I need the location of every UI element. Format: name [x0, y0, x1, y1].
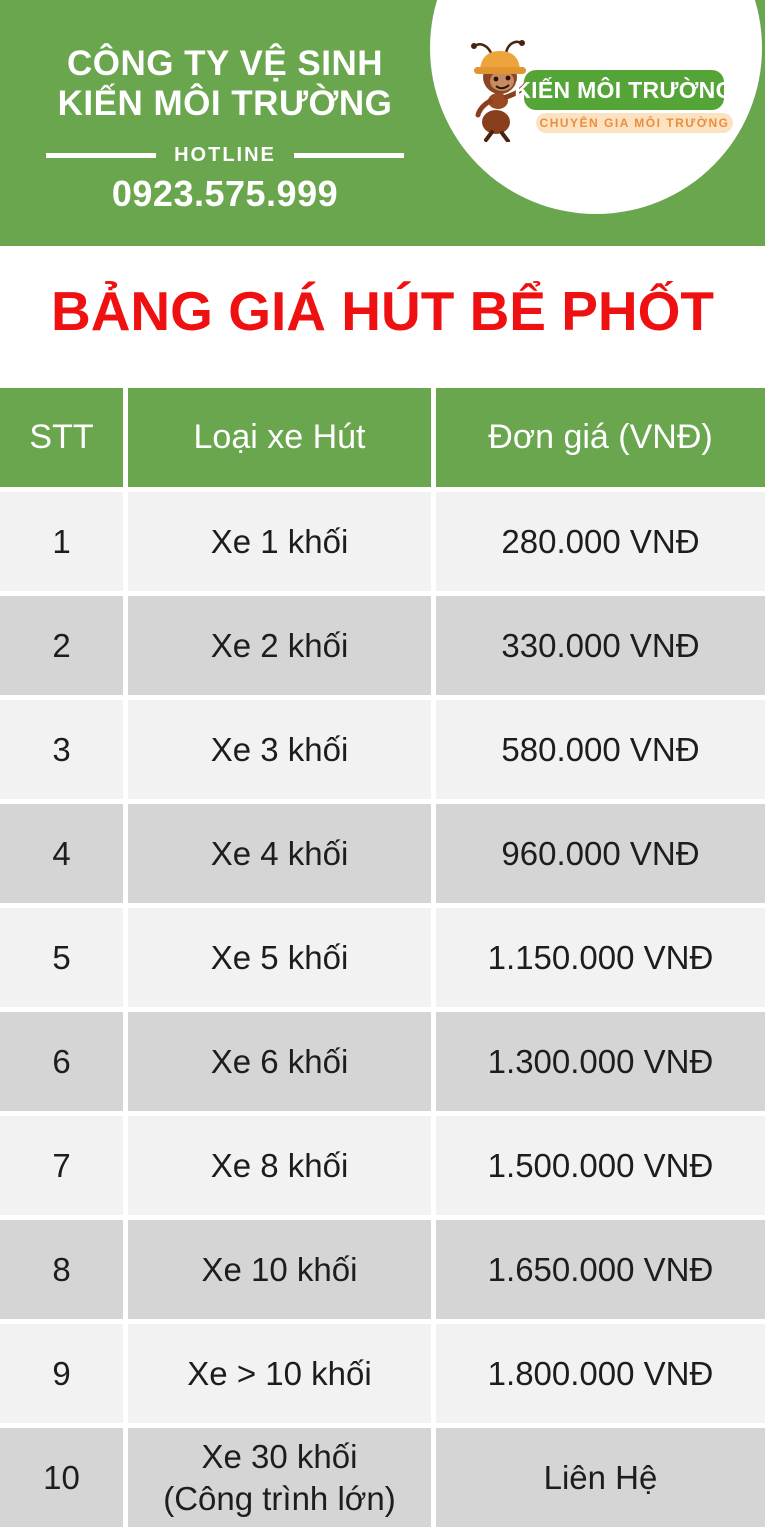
cell-price: 280.000 VNĐ [436, 492, 765, 591]
company-block: CÔNG TY VỆ SINH KIẾN MÔI TRƯỜNG HOTLINE … [0, 0, 450, 246]
cell-price: 960.000 VNĐ [436, 804, 765, 903]
cell-vehicle-type: Xe 6 khối [128, 1012, 431, 1111]
cell-stt: 1 [0, 492, 123, 591]
ant-mascot-icon [471, 40, 533, 142]
page-title: BẢNG GIÁ HÚT BỂ PHỐT [50, 280, 715, 342]
cell-price: 1.500.000 VNĐ [436, 1116, 765, 1215]
cell-stt: 2 [0, 596, 123, 695]
company-name-line2: KIẾN MÔI TRƯỜNG [57, 84, 393, 123]
cell-vehicle-type: Xe 4 khối [128, 804, 431, 903]
cell-vehicle-type: Xe 3 khối [128, 700, 431, 799]
cell-price: 330.000 VNĐ [436, 596, 765, 695]
cell-stt: 10 [0, 1428, 123, 1527]
column-header-stt: STT [0, 388, 123, 487]
cell-vehicle-type: Xe 2 khối [128, 596, 431, 695]
cell-vehicle-type: Xe 1 khối [128, 492, 431, 591]
cell-price: 1.800.000 VNĐ [436, 1324, 765, 1423]
hotline-right-line [293, 152, 404, 158]
column-header-price: Đơn giá (VNĐ) [436, 388, 765, 487]
cell-stt: 3 [0, 700, 123, 799]
company-name-line1: CÔNG TY VỆ SINH [66, 44, 384, 83]
cell-price: 1.150.000 VNĐ [436, 908, 765, 1007]
cell-stt: 5 [0, 908, 123, 1007]
hotline-left-line [46, 152, 157, 158]
cell-vehicle-type: Xe 10 khối [128, 1220, 431, 1319]
cell-vehicle-type: Xe 5 khối [128, 908, 431, 1007]
cell-stt: 9 [0, 1324, 123, 1423]
column-header-type: Loại xe Hút [128, 388, 431, 487]
cell-stt: 8 [0, 1220, 123, 1319]
cell-vehicle-type: Xe 30 khối (Công trình lớn) [128, 1428, 431, 1527]
cell-price: Liên Hệ [436, 1428, 765, 1527]
cell-price: 580.000 VNĐ [436, 700, 765, 799]
cell-price: 1.650.000 VNĐ [436, 1220, 765, 1319]
hotline-phone-number: 0923.575.999 [111, 173, 339, 214]
cell-stt: 6 [0, 1012, 123, 1111]
cell-vehicle-type: Xe > 10 khối [128, 1324, 431, 1423]
price-table: STT Loại xe Hút Đơn giá (VNĐ) 1 Xe 1 khố… [0, 388, 765, 1527]
hotline-label: HOTLINE [174, 143, 276, 166]
logo-brand-pill: KIẾN MÔI TRƯỜNG [514, 70, 733, 110]
cell-vehicle-type: Xe 8 khối [128, 1116, 431, 1215]
hotline-row: HOTLINE [0, 141, 450, 169]
cell-stt: 4 [0, 804, 123, 903]
cell-stt: 7 [0, 1116, 123, 1215]
logo-tagline-pill: CHUYÊN GIA MÔI TRƯỜNG [536, 113, 733, 133]
cell-price: 1.300.000 VNĐ [436, 1012, 765, 1111]
